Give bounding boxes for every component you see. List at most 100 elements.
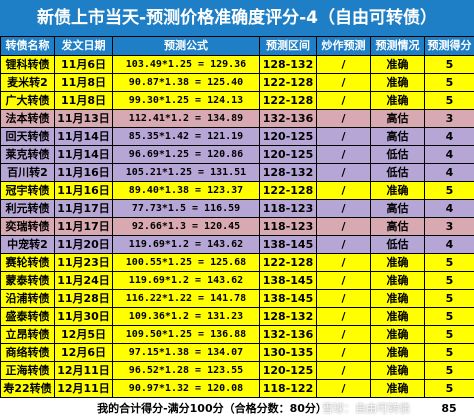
table-row: 冠宇转债 11月16日 89.40*1.38 = 123.37 122-128/准确 5 xyxy=(0,181,474,200)
table-row: 正海转债 12月11日 96.52*1.28 = 123.55 120-125/准确 5 xyxy=(0,361,474,380)
cell-formula: 90.97*1.32 = 120.08 xyxy=(112,379,260,398)
cell-hype: / xyxy=(316,271,371,290)
cell-publish-date: 11月14日 xyxy=(54,127,113,146)
cell-bond-name: 寿22转债 xyxy=(0,379,55,398)
cell-formula: 90.87*1.38 = 125.40 xyxy=(112,73,260,92)
cell-range: 122-128 xyxy=(259,181,317,200)
cell-bond-name: 商络转债 xyxy=(0,343,55,362)
cell-formula: 103.49*1.25 = 129.36 xyxy=(112,55,260,74)
footer-row: 我的合计得分-满分100分（合格分数：80分） 85 xyxy=(0,398,474,420)
cell-range: 138-145 xyxy=(259,271,317,290)
cell-formula: 109.36*1.2 = 131.23 xyxy=(112,307,260,326)
cell-range: 128-132 xyxy=(259,163,317,182)
cell-range: 120-125 xyxy=(259,127,317,146)
cell-hype: / xyxy=(316,199,371,218)
cell-hype: / xyxy=(316,73,371,92)
cell-score: 5 xyxy=(424,73,474,92)
cell-hype: / xyxy=(316,145,371,164)
cell-score: 4 xyxy=(424,145,474,164)
table-row: 麦米转2 11月8日 90.87*1.38 = 125.40 122-128/准确 5 xyxy=(0,73,474,92)
cell-range: 122-128 xyxy=(259,91,317,110)
cell-score: 5 xyxy=(424,343,474,362)
total-score-label: 我的合计得分-满分100分（合格分数：80分） xyxy=(0,398,424,420)
total-score-value: 85 xyxy=(424,398,474,420)
cell-formula: 77.73*1.5 = 116.59 xyxy=(112,199,260,218)
cell-score: 5 xyxy=(424,271,474,290)
cell-status: 准确 xyxy=(370,91,425,110)
cell-status: 准确 xyxy=(370,181,425,200)
cell-score: 4 xyxy=(424,163,474,182)
cell-bond-name: 广大转债 xyxy=(0,91,55,110)
cell-score: 4 xyxy=(424,235,474,254)
cell-hype: / xyxy=(316,379,371,398)
cell-publish-date: 11月24日 xyxy=(54,271,113,290)
table-row: 蒙泰转债 11月24日 119.69*1.2 = 143.62 138-145/准确 5 xyxy=(0,271,474,290)
cell-score: 5 xyxy=(424,379,474,398)
cell-publish-date: 11月20日 xyxy=(54,235,113,254)
cell-bond-name: 利元转债 xyxy=(0,199,55,218)
cell-formula: 96.69*1.25 = 120.86 xyxy=(112,145,260,164)
cell-publish-date: 12月5日 xyxy=(54,325,113,344)
cell-publish-date: 11月16日 xyxy=(54,163,113,182)
cell-formula: 105.21*1.25 = 131.51 xyxy=(112,163,260,182)
cell-score: 4 xyxy=(424,199,474,218)
table-row: 寿22转债 12月11日 90.97*1.32 = 120.08 118-122/准确… xyxy=(0,379,474,398)
cell-publish-date: 11月13日 xyxy=(54,109,113,128)
cell-score: 3 xyxy=(424,217,474,236)
cell-status: 准确 xyxy=(370,379,425,398)
cell-publish-date: 11月16日 xyxy=(54,181,113,200)
header-bond-name: 转债名称 xyxy=(0,36,55,56)
header-range: 预测区间 xyxy=(259,36,317,56)
cell-status: 准确 xyxy=(370,271,425,290)
cell-range: 120-125 xyxy=(259,145,317,164)
cell-score: 4 xyxy=(424,127,474,146)
cell-status: 准确 xyxy=(370,289,425,308)
cell-publish-date: 11月28日 xyxy=(54,289,113,308)
cell-status: 高估 xyxy=(370,217,425,236)
header-status: 预测情况 xyxy=(370,36,425,56)
table-row: 盛泰转债 11月30日 109.36*1.2 = 131.23 128-132/准确 5 xyxy=(0,307,474,326)
cell-range: 130-135 xyxy=(259,343,317,362)
cell-formula: 89.40*1.38 = 123.37 xyxy=(112,181,260,200)
cell-range: 118-123 xyxy=(259,217,317,236)
cell-hype: / xyxy=(316,361,371,380)
cell-publish-date: 11月8日 xyxy=(54,73,113,92)
cell-hype: / xyxy=(316,91,371,110)
cell-hype: / xyxy=(316,235,371,254)
cell-range: 138-145 xyxy=(259,235,317,254)
table-row: 沿浦转债 11月28日 116.22*1.22 = 141.78 138-145/准确… xyxy=(0,289,474,308)
cell-bond-name: 法本转债 xyxy=(0,109,55,128)
cell-publish-date: 11月30日 xyxy=(54,307,113,326)
table-row: 利元转债 11月17日 77.73*1.5 = 116.59 118-123/高估 4 xyxy=(0,199,474,218)
cell-hype: / xyxy=(316,127,371,146)
cell-publish-date: 11月8日 xyxy=(54,91,113,110)
cell-formula: 119.69*1.2 = 143.62 xyxy=(112,271,260,290)
cell-publish-date: 11月6日 xyxy=(54,55,113,74)
table-row: 锂科转债 11月6日 103.49*1.25 = 129.36 128-132/准确 5 xyxy=(0,55,474,74)
cell-hype: / xyxy=(316,289,371,308)
cell-formula: 99.30*1.25 = 124.13 xyxy=(112,91,260,110)
cell-formula: 96.52*1.28 = 123.55 xyxy=(112,361,260,380)
cell-hype: / xyxy=(316,181,371,200)
cell-bond-name: 正海转债 xyxy=(0,361,55,380)
cell-bond-name: 中宠转2 xyxy=(0,235,55,254)
cell-bond-name: 沿浦转债 xyxy=(0,289,55,308)
cell-range: 132-136 xyxy=(259,325,317,344)
table-row: 莱克转债 11月14日 96.69*1.25 = 120.86 120-125/低估 4 xyxy=(0,145,474,164)
cell-range: 132-136 xyxy=(259,109,317,128)
cell-score: 5 xyxy=(424,307,474,326)
table-row: 法本转债 11月13日 112.41*1.2 = 134.89 132-136/高估 3 xyxy=(0,109,474,128)
cell-status: 低估 xyxy=(370,235,425,254)
cell-status: 准确 xyxy=(370,307,425,326)
cell-score: 5 xyxy=(424,289,474,308)
cell-publish-date: 12月11日 xyxy=(54,361,113,380)
cell-score: 5 xyxy=(424,55,474,74)
cell-hype: / xyxy=(316,217,371,236)
cell-bond-name: 莱克转债 xyxy=(0,145,55,164)
table-body: 锂科转债 11月6日 103.49*1.25 = 129.36 128-132/准确 5… xyxy=(0,55,474,416)
cell-status: 准确 xyxy=(370,361,425,380)
cell-hype: / xyxy=(316,325,371,344)
cell-publish-date: 11月17日 xyxy=(54,199,113,218)
cell-publish-date: 11月23日 xyxy=(54,253,113,272)
cell-bond-name: 冠宇转债 xyxy=(0,181,55,200)
